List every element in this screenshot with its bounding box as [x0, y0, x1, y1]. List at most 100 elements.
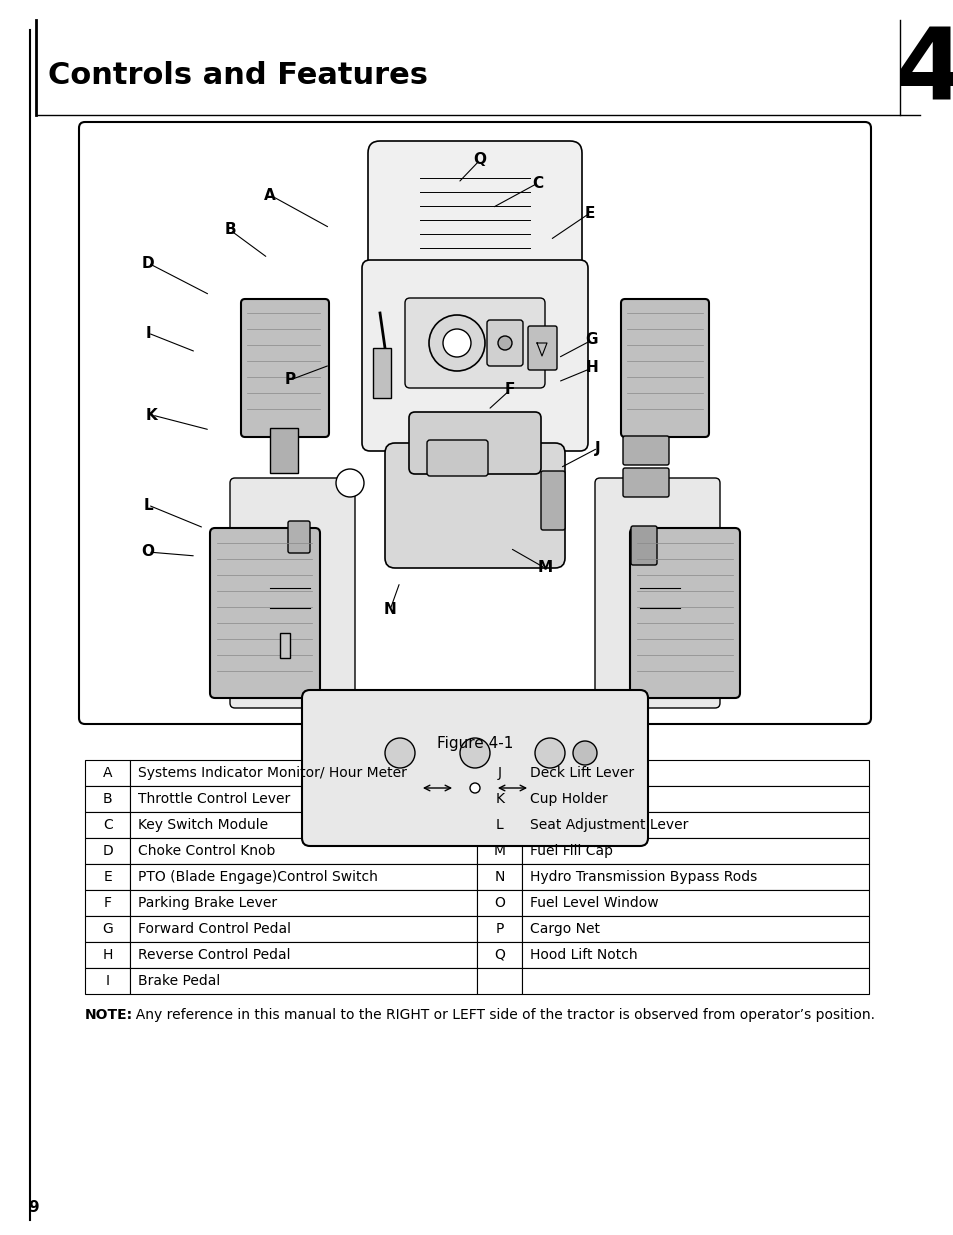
Text: O: O [141, 545, 154, 559]
Bar [131, 839, 476, 864]
FancyBboxPatch shape [241, 299, 329, 437]
FancyBboxPatch shape [622, 468, 668, 496]
Circle shape [442, 329, 471, 357]
FancyBboxPatch shape [527, 326, 557, 370]
Text: P: P [495, 923, 503, 936]
Bar [522, 864, 868, 890]
Text: Hood Lift Notch: Hood Lift Notch [530, 948, 638, 962]
FancyBboxPatch shape [622, 436, 668, 466]
Text: Any reference in this manual to the RIGHT or LEFT side of the tractor is observe: Any reference in this manual to the RIGH… [127, 1008, 874, 1023]
FancyBboxPatch shape [361, 261, 587, 451]
Text: NOTE:: NOTE: [85, 1008, 133, 1023]
Text: Q: Q [473, 152, 486, 168]
Bar [476, 785, 522, 811]
Text: C: C [103, 818, 112, 832]
Text: B: B [103, 792, 112, 806]
Circle shape [497, 336, 512, 350]
FancyBboxPatch shape [540, 471, 564, 530]
Text: Brake Pedal: Brake Pedal [138, 974, 220, 988]
Text: C: C [532, 175, 543, 190]
Bar [85, 942, 131, 968]
Text: M: M [494, 844, 505, 858]
Text: Choke Control Knob: Choke Control Knob [138, 844, 275, 858]
Bar [476, 968, 522, 994]
Bar [131, 916, 476, 942]
Text: Key Switch Module: Key Switch Module [138, 818, 269, 832]
Bar [522, 839, 868, 864]
Bar [131, 811, 476, 839]
Text: K: K [495, 792, 504, 806]
Text: PTO (Blade Engage)Control Switch: PTO (Blade Engage)Control Switch [138, 869, 378, 884]
Text: O: O [494, 897, 505, 910]
FancyBboxPatch shape [629, 529, 740, 698]
Text: Cup Holder: Cup Holder [530, 792, 607, 806]
FancyBboxPatch shape [288, 521, 310, 553]
Text: Forward Control Pedal: Forward Control Pedal [138, 923, 291, 936]
Text: E: E [584, 205, 595, 221]
Text: Fuel Level Window: Fuel Level Window [530, 897, 659, 910]
Bar [280, 634, 290, 658]
Bar [476, 864, 522, 890]
Text: N: N [494, 869, 504, 884]
Circle shape [573, 741, 597, 764]
Text: I: I [145, 326, 151, 341]
Bar [522, 811, 868, 839]
Bar [131, 942, 476, 968]
Text: B: B [224, 222, 235, 237]
FancyBboxPatch shape [385, 443, 564, 568]
Text: G: G [102, 923, 113, 936]
Bar [85, 916, 131, 942]
FancyBboxPatch shape [620, 299, 708, 437]
FancyBboxPatch shape [405, 298, 544, 388]
Bar [373, 348, 391, 398]
FancyBboxPatch shape [486, 320, 522, 366]
Bar [270, 429, 297, 473]
Text: 4: 4 [894, 23, 953, 121]
Text: A: A [264, 188, 275, 203]
Bar [522, 916, 868, 942]
Text: Figure 4-1: Figure 4-1 [436, 736, 513, 751]
Text: 9: 9 [28, 1200, 38, 1215]
Bar [131, 968, 476, 994]
FancyBboxPatch shape [595, 478, 720, 708]
Bar [131, 760, 476, 785]
FancyBboxPatch shape [79, 122, 870, 724]
Text: Seat Adjustment Lever: Seat Adjustment Lever [530, 818, 688, 832]
Bar [85, 864, 131, 890]
Bar [85, 785, 131, 811]
Bar [131, 864, 476, 890]
Circle shape [459, 739, 490, 768]
Bar [476, 839, 522, 864]
FancyBboxPatch shape [210, 529, 319, 698]
FancyBboxPatch shape [368, 141, 581, 295]
Bar [85, 890, 131, 916]
Text: J: J [595, 441, 600, 456]
Text: D: D [102, 844, 113, 858]
Text: Controls and Features: Controls and Features [48, 61, 428, 89]
Bar [85, 839, 131, 864]
Bar [522, 760, 868, 785]
FancyBboxPatch shape [302, 690, 647, 846]
Text: Hydro Transmission Bypass Rods: Hydro Transmission Bypass Rods [530, 869, 757, 884]
Text: Deck Lift Lever: Deck Lift Lever [530, 766, 634, 781]
Bar [476, 890, 522, 916]
Text: Cargo Net: Cargo Net [530, 923, 599, 936]
Circle shape [385, 739, 415, 768]
Text: Throttle Control Lever: Throttle Control Lever [138, 792, 291, 806]
Text: Fuel Fill Cap: Fuel Fill Cap [530, 844, 613, 858]
Bar [476, 916, 522, 942]
Bar [85, 760, 131, 785]
Text: Q: Q [494, 948, 505, 962]
Bar [131, 890, 476, 916]
Bar [131, 785, 476, 811]
Text: Systems Indicator Monitor/ Hour Meter: Systems Indicator Monitor/ Hour Meter [138, 766, 407, 781]
Text: J: J [497, 766, 501, 781]
FancyBboxPatch shape [427, 440, 488, 475]
FancyBboxPatch shape [630, 526, 657, 564]
Text: F: F [504, 383, 515, 398]
Circle shape [535, 739, 564, 768]
Bar [85, 811, 131, 839]
Text: L: L [496, 818, 503, 832]
FancyBboxPatch shape [230, 478, 355, 708]
Text: A: A [103, 766, 112, 781]
